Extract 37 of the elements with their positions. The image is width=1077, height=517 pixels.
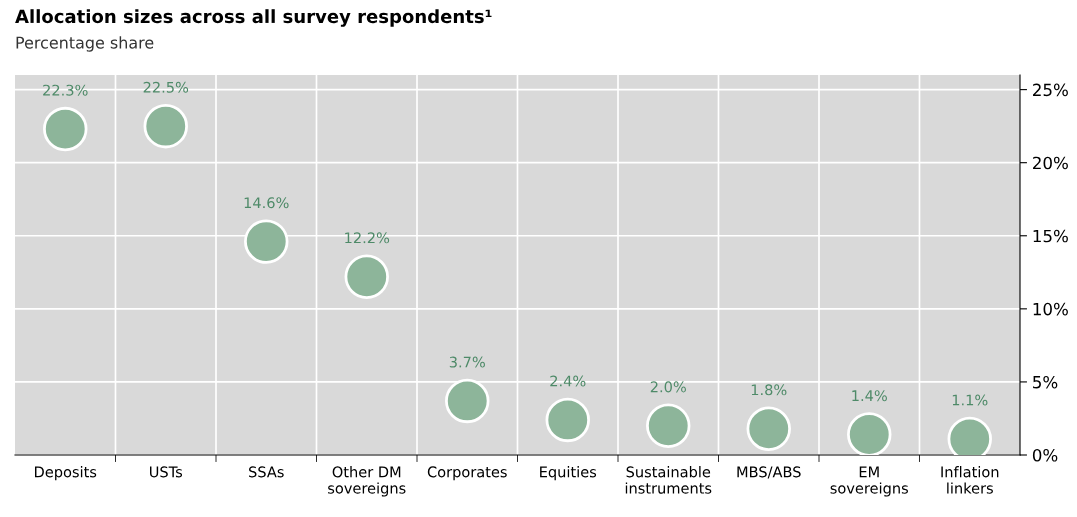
y-tick-label: 25% [1033,83,1068,97]
text: 1.1% [952,394,988,406]
x-tick-label: Corporates [427,466,507,481]
text: 2.0% [650,381,686,393]
text: 22.3% [43,84,88,96]
y-tick-label: 0% [1032,448,1058,462]
y-tick-label: 15% [1033,229,1068,243]
point [746,406,791,451]
x-tick-label: Inflation linkers [941,466,999,494]
y-tick-label: 20% [1033,156,1068,170]
text: 1.8% [751,384,787,396]
text: 22.5% [143,81,189,93]
point [344,254,389,299]
x-tick-label: Other DM sovereigns [328,466,406,497]
text: 2.4% [550,375,586,387]
x-tick-label: MBS/ABS [737,466,801,479]
point [445,378,490,424]
chart-title: Allocation sizes across all survey respondents¹ [15,9,492,27]
point [43,106,88,152]
y-tick-label: 10% [1033,302,1068,316]
point [646,403,691,448]
x-tick-label: Deposits [35,466,97,481]
x-tick-label: USTs [150,466,183,478]
point [244,219,289,264]
x-tick-label: Sustainable instruments [625,466,712,494]
x-tick-label: Equities [540,466,597,481]
y-tick-label: 5% [1033,375,1058,389]
point [545,397,590,443]
x-tick-label: SSAs [249,466,284,478]
text: 12.2% [345,232,390,244]
text: 14.6% [244,197,289,209]
point [847,412,892,455]
chart-subtitle: Percentage share [16,36,154,52]
point [143,103,188,149]
text: 3.7% [449,356,485,368]
text: 1.4% [852,390,887,402]
x-tick-label: EM sovereigns [830,466,908,497]
